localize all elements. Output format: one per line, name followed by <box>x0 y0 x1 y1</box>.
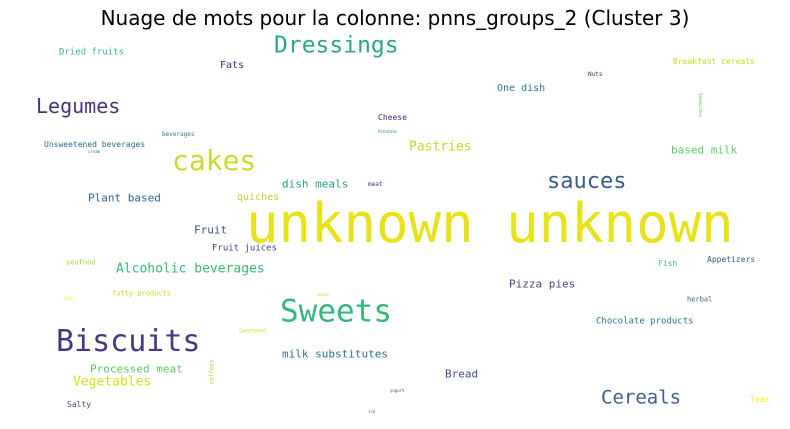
word: seafood <box>66 258 96 267</box>
word: Dried fruits <box>59 47 125 58</box>
word: based milk <box>671 143 738 157</box>
word: Dressings <box>274 32 399 59</box>
word: Soups <box>317 292 330 297</box>
word: beverages <box>162 131 195 138</box>
word: yogurt <box>390 388 405 393</box>
word: Cereals <box>601 386 682 409</box>
word: Fruit <box>194 223 228 237</box>
chart-title: Nuage de mots pour la colonne: pnns_grou… <box>100 6 690 30</box>
word: fatty products <box>112 289 172 298</box>
word: Teas <box>750 395 770 404</box>
word: sauces <box>547 169 627 194</box>
word: Plant based <box>88 191 161 205</box>
word: Sandwiches <box>698 92 704 118</box>
word: Unsweetened beverages <box>44 140 146 149</box>
word: Cheese <box>378 113 407 122</box>
word: Fats <box>220 60 245 71</box>
word: fish <box>63 296 73 301</box>
word: Sweets <box>280 293 392 330</box>
word: Processed meat <box>90 362 183 376</box>
word: Pizza pies <box>509 277 576 291</box>
word: Biscuits <box>56 324 201 359</box>
word: quiches <box>237 192 280 203</box>
word: Bread <box>445 367 479 381</box>
word: Fruit juices <box>212 243 278 254</box>
word: cream <box>88 149 101 154</box>
word: herbal <box>687 295 713 304</box>
word: Vegetables <box>73 374 152 390</box>
word: dish meals <box>282 177 349 191</box>
word: unknown unknown <box>246 192 734 255</box>
word: Nuts <box>588 71 603 78</box>
word: coffees <box>208 359 216 385</box>
word: Potatoes <box>378 129 398 134</box>
word: Legumes <box>36 94 121 118</box>
word: Appetizers <box>707 255 756 264</box>
word-cloud: unknown unknown Dressings Legumes cakes … <box>32 32 772 419</box>
word: Sweetened <box>239 328 267 335</box>
word: ice <box>368 409 376 414</box>
word: Pastries <box>409 139 472 155</box>
word: Salty <box>67 400 92 409</box>
word: Fish <box>658 259 678 268</box>
word: Alcoholic beverages <box>116 261 265 277</box>
word: cakes <box>172 144 257 177</box>
word: Chocolate products <box>596 316 694 327</box>
word: One dish <box>497 83 546 94</box>
word: milk substitutes <box>282 347 388 361</box>
word: Breakfast cereals <box>673 57 755 66</box>
word: meat <box>368 181 383 188</box>
